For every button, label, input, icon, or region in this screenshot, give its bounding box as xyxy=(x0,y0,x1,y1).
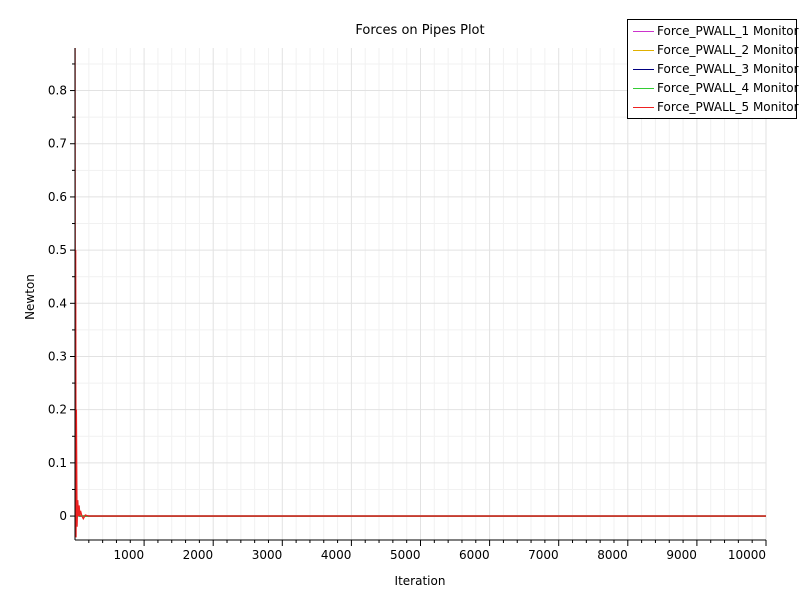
legend-label: Force_PWALL_1 Monitor xyxy=(657,24,799,38)
legend-item: Force_PWALL_2 Monitor xyxy=(628,41,799,60)
x-tick-label: 10000 xyxy=(728,548,766,562)
y-tick-label: 0.6 xyxy=(48,190,67,204)
y-tick-label: 0.4 xyxy=(48,296,67,310)
legend-label: Force_PWALL_4 Monitor xyxy=(657,81,799,95)
series-lines xyxy=(74,47,766,538)
y-tick-label: 0.3 xyxy=(48,349,67,363)
legend-swatch xyxy=(633,69,654,70)
y-tick-label: 0.5 xyxy=(48,243,67,257)
x-axis-ticks: 1000 2000 3000 4000 5000 6000 7000 8000 9000 1000… xyxy=(88,540,767,562)
legend-swatch xyxy=(633,107,654,108)
x-tick-label: 6000 xyxy=(459,548,490,562)
x-axis-label: Iteration xyxy=(395,574,446,588)
y-tick-label: 0.8 xyxy=(48,84,67,98)
series-line xyxy=(74,47,766,538)
legend-swatch xyxy=(633,31,654,32)
x-tick-label: 3000 xyxy=(252,548,283,562)
legend-label: Force_PWALL_5 Monitor xyxy=(657,100,799,114)
legend-item: Force_PWALL_5 Monitor xyxy=(628,98,799,117)
legend-swatch xyxy=(633,88,654,89)
grid xyxy=(75,48,767,540)
y-tick-label: 0 xyxy=(59,509,67,523)
y-tick-label: 0.2 xyxy=(48,403,67,417)
x-tick-label: 1000 xyxy=(114,548,145,562)
y-axis-ticks: 0 0.1 0.2 0.3 0.4 0.5 0.6 0.7 0.8 xyxy=(48,63,75,523)
x-tick-label: 7000 xyxy=(528,548,559,562)
y-tick-label: 0.1 xyxy=(48,456,67,470)
axes xyxy=(74,48,766,541)
legend-label: Force_PWALL_2 Monitor xyxy=(657,43,799,57)
x-tick-label: 9000 xyxy=(666,548,697,562)
legend-item: Force_PWALL_4 Monitor xyxy=(628,79,799,98)
y-tick-label: 0.7 xyxy=(48,137,67,151)
legend-item: Force_PWALL_1 Monitor xyxy=(628,22,799,41)
y-axis-label: Newton xyxy=(23,274,37,320)
legend-swatch xyxy=(633,50,654,51)
legend: Force_PWALL_1 Monitor Force_PWALL_2 Monit… xyxy=(627,19,799,119)
x-tick-label: 4000 xyxy=(321,548,352,562)
x-tick-label: 5000 xyxy=(390,548,421,562)
legend-label: Force_PWALL_3 Monitor xyxy=(657,62,799,76)
x-tick-label: 2000 xyxy=(183,548,214,562)
chart-title: Forces on Pipes Plot xyxy=(355,23,484,38)
x-tick-label: 8000 xyxy=(597,548,628,562)
legend-item: Force_PWALL_3 Monitor xyxy=(628,60,799,79)
